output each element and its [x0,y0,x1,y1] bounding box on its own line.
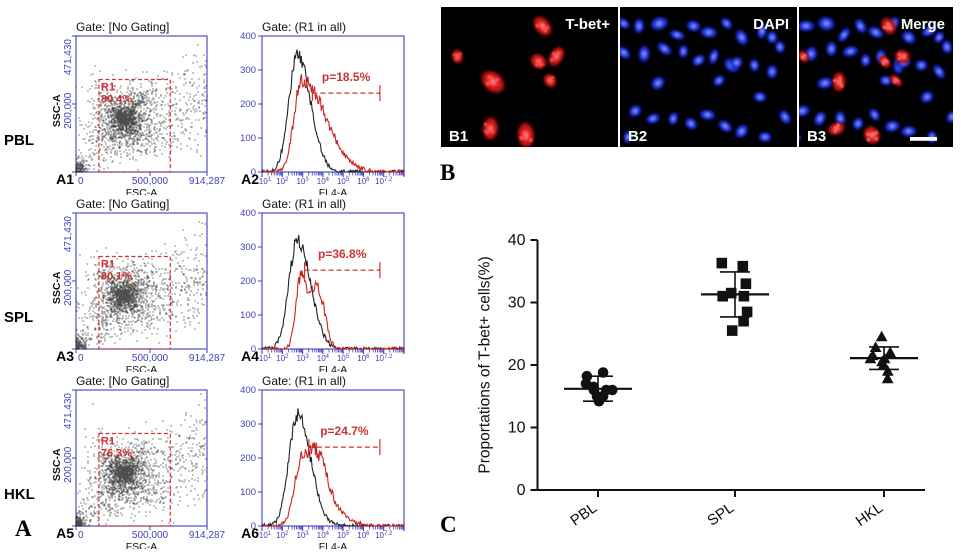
svg-text:Merge: Merge [901,16,945,33]
svg-text:FL4-A: FL4-A [319,187,348,195]
svg-text:103: 103 [296,177,309,186]
svg-text:200,000: 200,000 [63,92,74,129]
svg-text:76.3%: 76.3% [101,448,132,460]
svg-text:101: 101 [259,177,272,186]
svg-text:Gate: [No Gating]: Gate: [No Gating] [76,374,169,388]
svg-text:0: 0 [78,530,84,541]
svg-text:20: 20 [508,357,526,374]
svg-text:102: 102 [276,531,289,540]
svg-text:B3: B3 [807,128,826,145]
svg-text:HKL: HKL [853,499,887,530]
svg-text:FSC-A: FSC-A [126,364,158,372]
svg-text:101: 101 [259,354,272,363]
svg-text:106: 106 [357,531,370,540]
svg-text:200: 200 [240,99,256,110]
svg-text:107.2: 107.2 [375,354,393,363]
svg-text:30: 30 [508,295,526,312]
svg-text:Gate: (R1 in all): Gate: (R1 in all) [262,197,346,211]
svg-text:104: 104 [317,177,330,186]
svg-text:200,000: 200,000 [63,269,74,306]
svg-text:A2: A2 [241,171,259,187]
svg-text:DAPI: DAPI [753,16,789,33]
svg-text:471,430: 471,430 [63,216,74,253]
svg-text:500,000: 500,000 [132,176,169,187]
svg-text:Count: Count [230,90,233,118]
svg-text:p=24.7%: p=24.7% [320,424,369,438]
svg-text:107.2: 107.2 [375,531,393,540]
svg-text:A5: A5 [56,525,74,541]
svg-text:FL4-A: FL4-A [319,364,348,372]
svg-text:914,287: 914,287 [189,176,226,187]
svg-text:103: 103 [296,531,309,540]
svg-text:HKL: HKL [4,486,35,503]
svg-text:Count: Count [230,267,233,295]
svg-text:102: 102 [276,177,289,186]
svg-text:914,287: 914,287 [189,530,226,541]
svg-text:102: 102 [276,354,289,363]
svg-text:80.1%: 80.1% [101,271,132,283]
svg-text:Gate: [No Gating]: Gate: [No Gating] [76,197,169,211]
svg-text:SSC-A: SSC-A [51,271,63,304]
svg-text:914,287: 914,287 [189,353,226,364]
svg-text:105: 105 [337,354,350,363]
svg-text:106: 106 [357,177,370,186]
svg-text:Gate: (R1 in all): Gate: (R1 in all) [262,374,346,388]
svg-text:105: 105 [337,177,350,186]
svg-text:100: 100 [240,133,256,144]
svg-text:p=18.5%: p=18.5% [322,70,371,84]
svg-text:FL4-A: FL4-A [319,541,348,549]
svg-text:100: 100 [240,310,256,321]
svg-text:R1: R1 [101,436,115,448]
svg-text:107.2: 107.2 [375,177,393,186]
svg-text:PBL: PBL [4,132,34,149]
svg-text:103: 103 [296,354,309,363]
svg-text:0: 0 [78,176,84,187]
svg-text:A4: A4 [241,348,259,364]
svg-text:200: 200 [240,276,256,287]
svg-text:104: 104 [317,531,330,540]
svg-text:SPL: SPL [704,499,737,529]
svg-text:400: 400 [240,208,256,219]
svg-text:300: 300 [240,65,256,76]
svg-text:Proportations of T-bet+ cells(: Proportations of T-bet+ cells(%) [477,256,494,473]
svg-text:FSC-A: FSC-A [126,187,158,195]
svg-text:B2: B2 [628,128,647,145]
svg-text:471,430: 471,430 [63,39,74,76]
svg-text:A6: A6 [241,525,259,541]
svg-text:Count: Count [230,444,233,472]
svg-text:100: 100 [240,487,256,498]
svg-text:101: 101 [259,531,272,540]
svg-text:p=36.8%: p=36.8% [318,247,367,261]
svg-text:300: 300 [240,419,256,430]
svg-text:471,430: 471,430 [63,393,74,430]
svg-text:104: 104 [317,354,330,363]
svg-text:200: 200 [240,453,256,464]
svg-text:105: 105 [337,531,350,540]
svg-text:T-bet+: T-bet+ [565,16,610,33]
svg-text:80.4%: 80.4% [101,94,132,106]
svg-text:500,000: 500,000 [132,353,169,364]
svg-text:300: 300 [240,242,256,253]
svg-text:R1: R1 [101,259,115,271]
svg-text:40: 40 [508,232,526,249]
svg-text:A1: A1 [56,171,74,187]
svg-text:500,000: 500,000 [132,530,169,541]
svg-text:PBL: PBL [567,499,600,529]
svg-text:200,000: 200,000 [63,446,74,483]
svg-text:400: 400 [240,31,256,42]
svg-text:400: 400 [240,385,256,396]
svg-text:R1: R1 [101,82,115,94]
svg-text:10: 10 [508,420,526,437]
svg-text:B1: B1 [449,128,468,145]
svg-text:106: 106 [357,354,370,363]
svg-text:FSC-A: FSC-A [126,541,158,549]
svg-text:Gate: [No Gating]: Gate: [No Gating] [76,20,169,34]
svg-text:SSC-A: SSC-A [51,94,63,127]
svg-text:SPL: SPL [4,309,33,326]
svg-text:A3: A3 [56,348,74,364]
svg-text:0: 0 [78,353,84,364]
svg-text:SSC-A: SSC-A [51,448,63,481]
svg-text:Gate: (R1 in all): Gate: (R1 in all) [262,20,346,34]
svg-text:0: 0 [517,482,526,499]
